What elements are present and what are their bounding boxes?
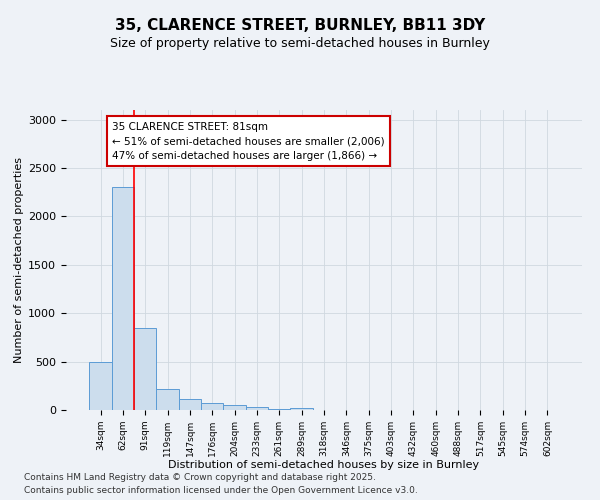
Bar [179,400,201,410]
Bar [112,188,134,410]
Bar [201,403,223,410]
Text: Size of property relative to semi-detached houses in Burnley: Size of property relative to semi-detach… [110,38,490,51]
Text: 35, CLARENCE STREET, BURNLEY, BB11 3DY: 35, CLARENCE STREET, BURNLEY, BB11 3DY [115,18,485,32]
Bar [223,405,246,410]
Bar [246,407,268,410]
X-axis label: Distribution of semi-detached houses by size in Burnley: Distribution of semi-detached houses by … [169,460,479,470]
Text: 35 CLARENCE STREET: 81sqm
← 51% of semi-detached houses are smaller (2,006)
47% : 35 CLARENCE STREET: 81sqm ← 51% of semi-… [112,122,385,161]
Text: Contains public sector information licensed under the Open Government Licence v3: Contains public sector information licen… [24,486,418,495]
Text: Contains HM Land Registry data © Crown copyright and database right 2025.: Contains HM Land Registry data © Crown c… [24,472,376,482]
Bar [157,388,179,410]
Bar [290,408,313,410]
Y-axis label: Number of semi-detached properties: Number of semi-detached properties [14,157,24,363]
Bar [89,362,112,410]
Bar [134,328,157,410]
Bar [268,408,290,410]
